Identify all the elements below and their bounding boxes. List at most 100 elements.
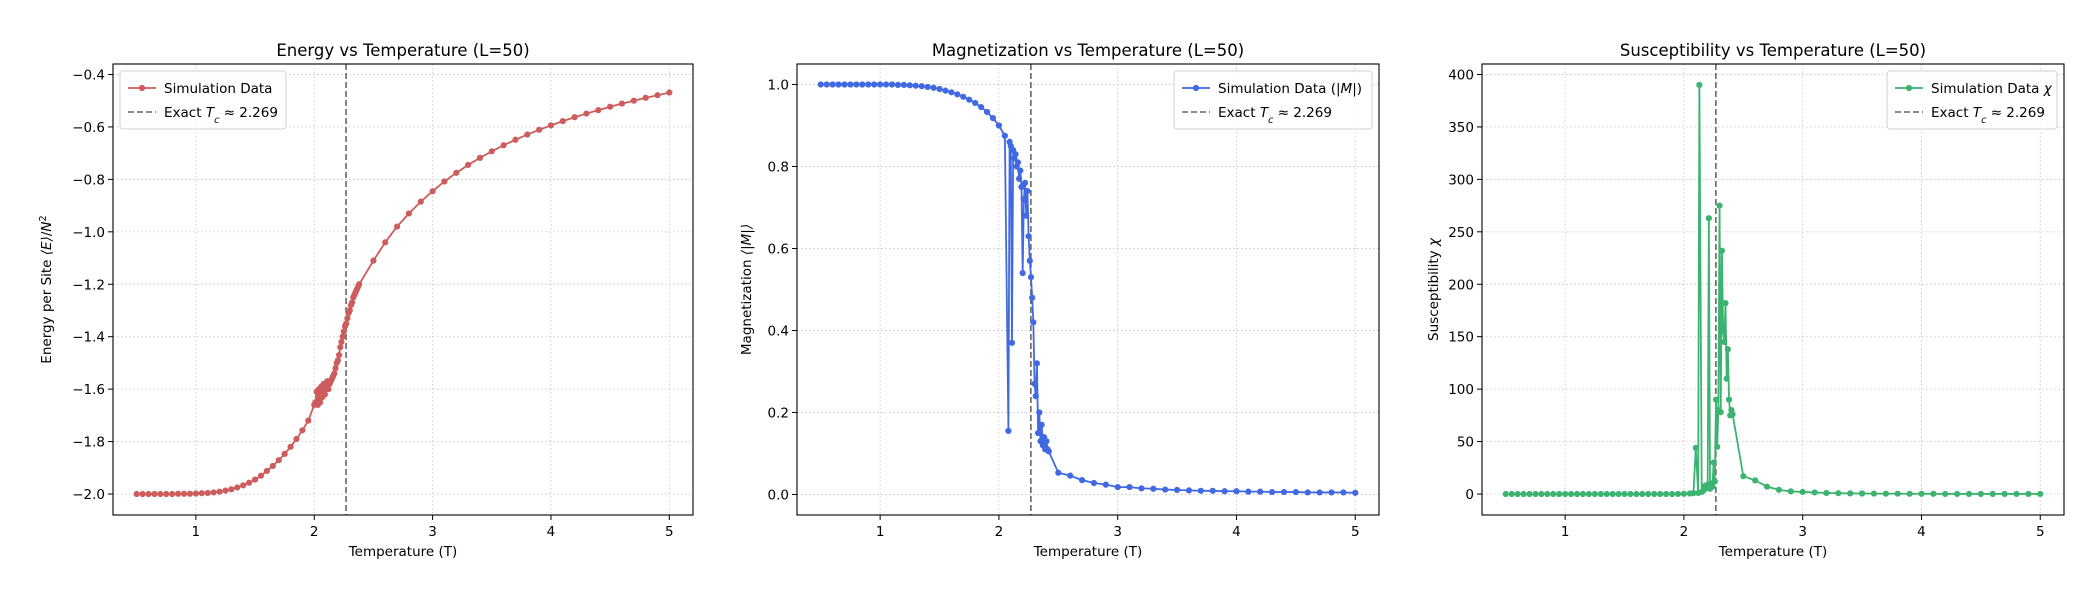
- data-point: [246, 479, 253, 486]
- data-point: [1609, 490, 1616, 498]
- data-point: [654, 92, 661, 99]
- data-point: [228, 486, 235, 493]
- data-point: [835, 81, 842, 88]
- data-point: [169, 490, 176, 498]
- data-point: [1882, 490, 1889, 497]
- data-point: [453, 169, 460, 176]
- data-point: [512, 136, 519, 143]
- data-point: [1520, 490, 1527, 498]
- data-point: [1603, 490, 1610, 498]
- data-point: [859, 81, 866, 88]
- y-tick-label: −0.4: [72, 67, 105, 83]
- data-point: [1269, 488, 1276, 496]
- susceptibility-plot-area: [1502, 64, 2044, 515]
- data-point: [1021, 179, 1029, 186]
- data-point: [966, 96, 973, 103]
- data-point: [1150, 485, 1157, 492]
- data-point: [1775, 486, 1783, 493]
- data-point: [1615, 490, 1622, 498]
- data-point: [382, 239, 389, 246]
- data-point: [1835, 490, 1842, 497]
- data-point: [1740, 473, 1747, 480]
- data-point: [346, 307, 353, 314]
- data-point: [257, 472, 265, 479]
- data-point: [912, 82, 919, 89]
- data-point: [476, 154, 484, 161]
- data-point: [339, 333, 346, 340]
- data-point: [536, 126, 543, 133]
- data-point: [1025, 233, 1032, 240]
- data-point: [1032, 393, 1039, 400]
- data-point: [488, 148, 495, 155]
- data-point: [817, 81, 824, 88]
- legend-box: [1886, 70, 2058, 130]
- magnetization-x-axis-label: Temperature (T): [1033, 544, 1143, 560]
- data-point: [960, 93, 967, 100]
- data-point: [924, 83, 931, 91]
- data-point: [1585, 490, 1592, 498]
- data-point: [1029, 294, 1036, 301]
- magnetization-title: Magnetization vs Temperature (L=50): [932, 41, 1244, 60]
- data-point: [1714, 443, 1721, 450]
- energy-grid: [113, 64, 693, 515]
- data-point: [500, 142, 507, 149]
- data-point: [1016, 175, 1023, 182]
- data-point: [151, 490, 158, 498]
- data-point: [1526, 490, 1533, 498]
- data-point: [888, 81, 896, 88]
- data-point: [989, 115, 997, 122]
- y-tick-label: 150: [1448, 330, 1474, 346]
- data-point: [900, 81, 907, 89]
- y-tick-label: 0.8: [768, 160, 789, 176]
- data-point: [338, 338, 345, 346]
- data-point: [139, 490, 146, 498]
- y-tick-label: 0.2: [768, 406, 789, 422]
- data-point: [1292, 488, 1299, 496]
- data-point: [1811, 489, 1818, 496]
- y-tick-label: 0.4: [768, 324, 789, 340]
- data-point: [1001, 132, 1008, 139]
- data-point: [1067, 472, 1074, 479]
- data-point: [1008, 339, 1016, 346]
- data-point: [269, 462, 276, 470]
- data-point: [1721, 338, 1728, 346]
- y-tick-label: 300: [1448, 172, 1474, 188]
- y-tick-label: −1.4: [72, 330, 105, 346]
- data-point: [583, 110, 590, 117]
- legend-label-critical-temperature: Exact Tc ≈ 2.269: [1218, 105, 1332, 126]
- data-point: [1573, 490, 1581, 498]
- data-point: [1026, 257, 1033, 264]
- data-point: [321, 391, 328, 398]
- data-point: [1567, 490, 1575, 498]
- data-point: [1018, 183, 1025, 191]
- legend-label-simulation: Simulation Data (|M|): [1218, 81, 1362, 97]
- data-point: [829, 81, 836, 88]
- data-point: [198, 490, 205, 497]
- data-point: [954, 91, 961, 98]
- data-point: [335, 351, 343, 359]
- magnetization-series-points: [817, 81, 1359, 496]
- data-point: [2013, 490, 2020, 498]
- data-point: [1114, 484, 1121, 491]
- data-point: [1257, 488, 1264, 495]
- y-tick-label: −1.2: [72, 277, 105, 293]
- magnetization-frame: [796, 63, 1380, 516]
- y-tick-label: 0: [1465, 487, 1474, 503]
- energy-x-axis-label: Temperature (T): [348, 544, 458, 560]
- data-point: [332, 365, 339, 372]
- data-point: [216, 488, 223, 495]
- data-point: [1304, 489, 1311, 496]
- data-point: [275, 457, 282, 464]
- x-tick-label: 3: [1798, 524, 1807, 540]
- data-point: [1030, 319, 1037, 326]
- x-tick-label: 2: [995, 524, 1004, 540]
- data-point: [882, 81, 890, 88]
- energy-series-points: [133, 89, 673, 498]
- data-point: [1712, 396, 1720, 403]
- data-point: [547, 122, 555, 129]
- data-point: [995, 122, 1003, 129]
- data-point: [1031, 380, 1038, 387]
- data-point: [571, 114, 578, 121]
- susceptibility-x-axis-label: Temperature (T): [1718, 544, 1828, 560]
- data-point: [1017, 167, 1024, 174]
